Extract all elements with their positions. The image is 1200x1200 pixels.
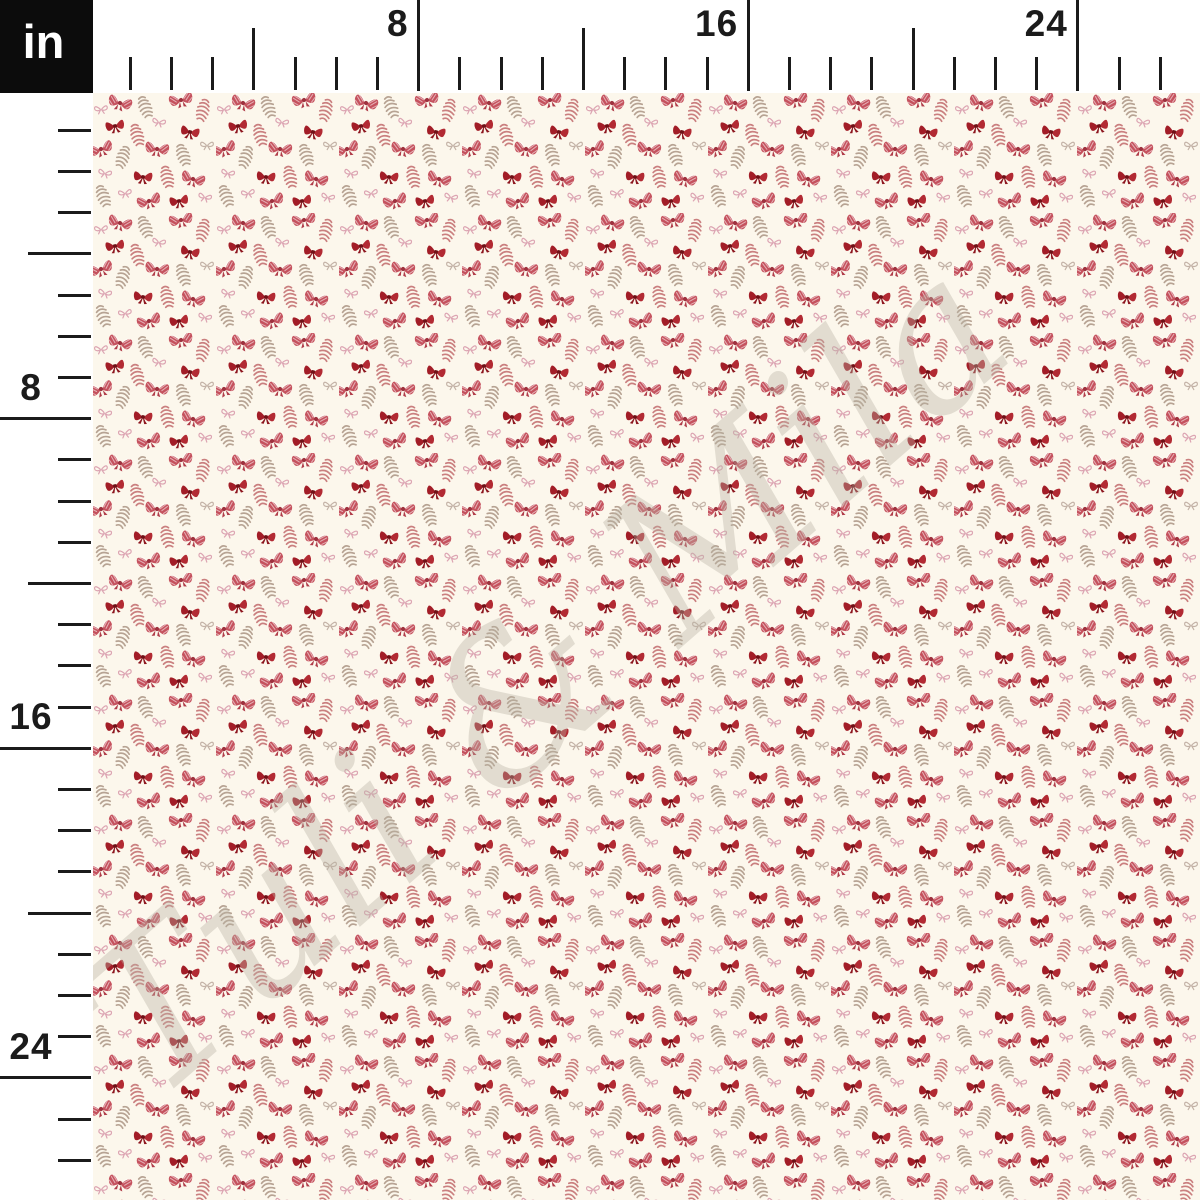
ruler-tick <box>58 211 91 215</box>
ruler-tick <box>540 57 544 90</box>
ruler-tick <box>252 28 256 90</box>
ruler-tick <box>293 57 297 90</box>
ruler-tick <box>58 787 91 791</box>
unit-box: in <box>0 0 93 93</box>
ruler-tick <box>169 57 173 90</box>
ruler-tick <box>458 57 462 90</box>
ruler-tick <box>829 57 833 90</box>
ruler-tick <box>58 623 91 627</box>
ruler-label: 8 <box>20 366 42 408</box>
ruler-tick <box>993 57 997 90</box>
ruler-tick <box>58 540 91 544</box>
ruler-tick <box>28 252 91 256</box>
ruler-top: 8 16 24 <box>0 0 1200 93</box>
ruler-tick <box>1035 57 1039 90</box>
ruler-tick <box>787 57 791 90</box>
ruler-label: 16 <box>9 696 53 738</box>
ruler-tick <box>58 1035 91 1039</box>
ruler-tick <box>334 57 338 90</box>
ruler-tick <box>705 57 709 90</box>
ruler-tick <box>58 293 91 297</box>
ruler-tick <box>58 705 91 709</box>
ruler-tick <box>581 28 585 90</box>
ruler-tick <box>623 57 627 90</box>
ruler-tick <box>58 993 91 997</box>
ruler-tick <box>1158 57 1162 90</box>
ruler-tick <box>0 1076 91 1080</box>
ruler-tick <box>58 458 91 462</box>
fabric-swatch: Tuli & Mila <box>93 93 1200 1200</box>
ruler-tick <box>746 0 750 91</box>
ruler-tick <box>58 870 91 874</box>
ruler-tick <box>0 417 91 421</box>
ruler-tick <box>375 57 379 90</box>
ruler-tick <box>58 829 91 833</box>
ruler-tick <box>911 28 915 90</box>
ruler-tick <box>870 57 874 90</box>
ruler-label: 16 <box>695 3 739 44</box>
ruler-tick <box>499 57 503 90</box>
ruler-tick <box>58 334 91 338</box>
ruler-tick <box>58 1158 91 1162</box>
ruler-tick <box>1117 57 1121 90</box>
ruler-tick <box>58 664 91 668</box>
ruler-tick <box>58 952 91 956</box>
ruler-tick <box>1076 0 1080 91</box>
ruler-label: 24 <box>9 1025 53 1067</box>
ruler-tick <box>58 375 91 379</box>
ruler-left: 8 16 24 <box>0 0 93 1200</box>
ruler-tick <box>664 57 668 90</box>
unit-label: in <box>22 15 65 68</box>
ruler-tick <box>58 499 91 503</box>
ruler-tick <box>28 911 91 915</box>
ruler-label: 8 <box>387 3 409 44</box>
ruler-tick <box>0 746 91 750</box>
ruler-tick <box>128 57 132 90</box>
ruler-label: 24 <box>1024 3 1068 44</box>
ruler-tick <box>28 581 91 585</box>
ruler-tick <box>58 128 91 132</box>
ruler-tick <box>211 57 215 90</box>
ruler-tick <box>417 0 421 91</box>
ruler-tick <box>58 1117 91 1121</box>
ruler-tick <box>58 169 91 173</box>
bow-leaf-pattern <box>93 93 1200 1200</box>
ruler-tick <box>952 57 956 90</box>
